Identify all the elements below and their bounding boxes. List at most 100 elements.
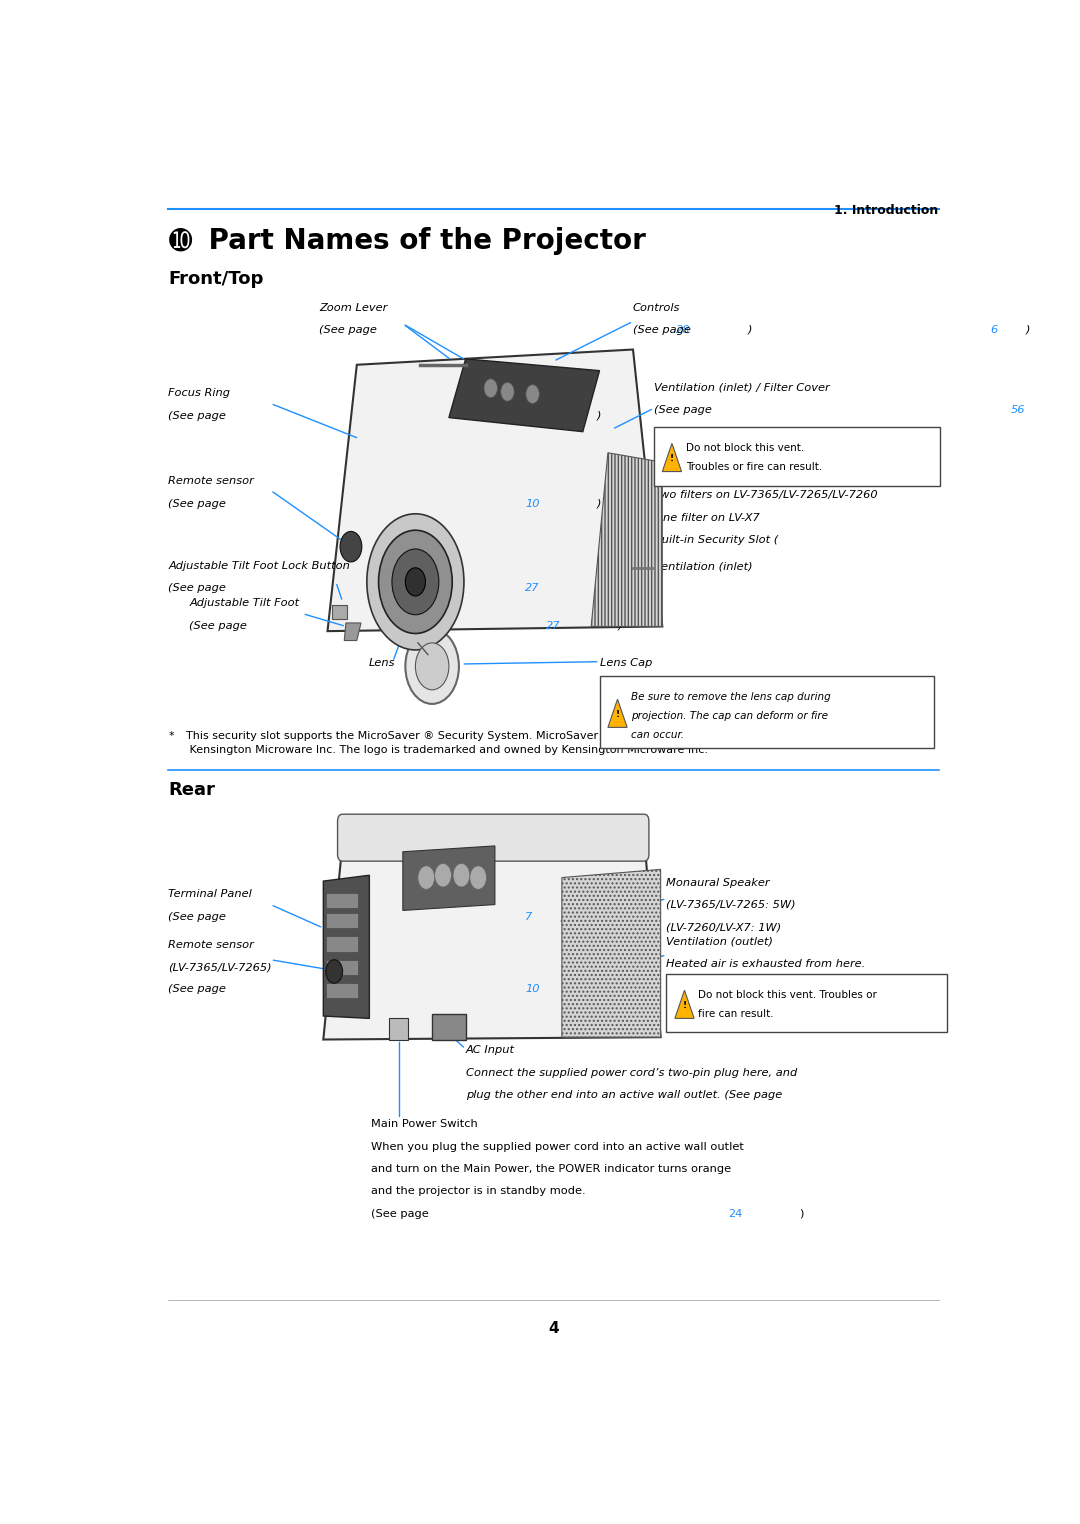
Text: Ventilation (inlet): Ventilation (inlet) bbox=[653, 562, 753, 572]
Polygon shape bbox=[562, 869, 661, 1038]
Text: ): ) bbox=[597, 985, 602, 994]
Circle shape bbox=[484, 379, 498, 398]
Text: can occur.: can occur. bbox=[632, 730, 685, 739]
Text: Zoom Lever: Zoom Lever bbox=[320, 303, 388, 312]
Circle shape bbox=[326, 960, 342, 983]
Text: Ventilation (inlet) / Filter Cover: Ventilation (inlet) / Filter Cover bbox=[653, 383, 829, 392]
Circle shape bbox=[416, 643, 449, 690]
Polygon shape bbox=[608, 700, 627, 727]
Text: Do not block this vent.: Do not block this vent. bbox=[686, 443, 804, 454]
Text: Heated air is exhausted from here.: Heated air is exhausted from here. bbox=[666, 959, 866, 969]
Text: 6: 6 bbox=[990, 325, 997, 335]
Polygon shape bbox=[323, 834, 661, 1039]
Text: 27: 27 bbox=[546, 620, 561, 631]
Text: 4: 4 bbox=[549, 1321, 558, 1337]
Text: Lens: Lens bbox=[368, 658, 395, 668]
Text: (See page: (See page bbox=[372, 1209, 432, 1219]
Text: Remote sensor: Remote sensor bbox=[168, 940, 254, 949]
Text: Terminal Panel: Terminal Panel bbox=[168, 890, 253, 899]
Text: Lens Cap: Lens Cap bbox=[599, 658, 652, 668]
Text: 27: 27 bbox=[525, 584, 540, 593]
Text: Rear: Rear bbox=[168, 782, 215, 800]
Text: ): ) bbox=[1026, 325, 1030, 335]
Bar bbox=[326, 983, 357, 998]
Circle shape bbox=[405, 629, 459, 704]
Bar bbox=[326, 893, 357, 908]
Polygon shape bbox=[327, 349, 662, 631]
Text: This security slot supports the MicroSaver ® Security System. MicroSaver ® is a : This security slot supports the MicroSav… bbox=[178, 732, 772, 754]
Text: 28: 28 bbox=[676, 325, 690, 335]
Text: !: ! bbox=[616, 710, 620, 719]
Circle shape bbox=[470, 866, 486, 890]
Text: Part Names of the Projector: Part Names of the Projector bbox=[200, 227, 646, 256]
Text: (See page: (See page bbox=[653, 405, 715, 415]
Circle shape bbox=[501, 383, 514, 401]
Text: ): ) bbox=[597, 584, 602, 593]
Circle shape bbox=[367, 514, 464, 649]
Text: ): ) bbox=[799, 1209, 804, 1219]
FancyBboxPatch shape bbox=[666, 974, 947, 1032]
Polygon shape bbox=[449, 360, 599, 431]
Polygon shape bbox=[675, 991, 694, 1018]
Text: When you plug the supplied power cord into an active wall outlet: When you plug the supplied power cord in… bbox=[372, 1141, 744, 1152]
Circle shape bbox=[340, 532, 362, 562]
Text: !: ! bbox=[683, 1001, 687, 1010]
Text: projection. The cap can deform or fire: projection. The cap can deform or fire bbox=[632, 710, 828, 721]
Text: and the projector is in standby mode.: and the projector is in standby mode. bbox=[372, 1186, 585, 1196]
Circle shape bbox=[379, 530, 453, 634]
Text: Be sure to remove the lens cap during: Be sure to remove the lens cap during bbox=[632, 692, 832, 703]
Bar bbox=[326, 960, 357, 975]
Text: 24: 24 bbox=[728, 1209, 742, 1219]
Bar bbox=[390, 1018, 408, 1039]
Text: Troubles or fire can result.: Troubles or fire can result. bbox=[686, 462, 822, 472]
Bar bbox=[326, 936, 357, 951]
Circle shape bbox=[405, 568, 426, 596]
Text: Monaural Speaker: Monaural Speaker bbox=[666, 878, 770, 887]
Text: Remote sensor: Remote sensor bbox=[168, 475, 254, 486]
Text: ): ) bbox=[562, 911, 566, 922]
Text: ): ) bbox=[597, 498, 602, 509]
Text: and turn on the Main Power, the POWER indicator turns orange: and turn on the Main Power, the POWER in… bbox=[372, 1164, 731, 1173]
Text: ): ) bbox=[618, 620, 622, 631]
Text: (See page: (See page bbox=[168, 498, 230, 509]
Polygon shape bbox=[403, 846, 495, 910]
Text: Focus Ring: Focus Ring bbox=[168, 389, 230, 398]
Polygon shape bbox=[323, 875, 369, 1018]
Text: Main Power Switch: Main Power Switch bbox=[372, 1119, 477, 1129]
Text: 10: 10 bbox=[525, 985, 540, 994]
Text: (LV-7365/LV-7265: 5W): (LV-7365/LV-7265: 5W) bbox=[666, 899, 796, 910]
Circle shape bbox=[434, 864, 451, 887]
Text: (See page: (See page bbox=[168, 410, 230, 421]
Polygon shape bbox=[662, 443, 681, 471]
Text: Adjustable Tilt Foot Lock Button: Adjustable Tilt Foot Lock Button bbox=[168, 561, 350, 572]
Text: Adjustable Tilt Foot: Adjustable Tilt Foot bbox=[189, 599, 299, 608]
Bar bbox=[326, 913, 357, 928]
Text: (See page: (See page bbox=[320, 325, 380, 335]
Text: 7: 7 bbox=[525, 911, 532, 922]
Text: (See page: (See page bbox=[168, 584, 230, 593]
Text: (See page: (See page bbox=[189, 620, 251, 631]
Text: Controls: Controls bbox=[633, 303, 680, 312]
Text: (See page: (See page bbox=[168, 911, 230, 922]
Text: 56: 56 bbox=[1011, 405, 1025, 415]
Text: (See page: (See page bbox=[168, 985, 230, 994]
Text: ): ) bbox=[597, 410, 602, 421]
Text: *: * bbox=[168, 732, 174, 741]
Text: ➓: ➓ bbox=[168, 227, 192, 256]
Text: !: ! bbox=[670, 454, 674, 463]
FancyBboxPatch shape bbox=[653, 427, 941, 486]
Bar bbox=[432, 1013, 465, 1039]
Bar bbox=[332, 605, 347, 619]
Circle shape bbox=[526, 384, 539, 404]
Text: Built-in Security Slot (: Built-in Security Slot ( bbox=[653, 535, 779, 546]
Text: Ventilation (outlet): Ventilation (outlet) bbox=[666, 936, 773, 946]
Text: 10: 10 bbox=[525, 498, 540, 509]
Text: fire can result.: fire can result. bbox=[699, 1009, 774, 1020]
Text: 28: 28 bbox=[525, 410, 540, 421]
Text: Connect the supplied power cord’s two-pin plug here, and: Connect the supplied power cord’s two-pi… bbox=[465, 1068, 797, 1077]
FancyBboxPatch shape bbox=[599, 675, 934, 748]
Text: One filter on LV-X7: One filter on LV-X7 bbox=[653, 512, 759, 523]
FancyBboxPatch shape bbox=[338, 814, 649, 861]
Circle shape bbox=[454, 864, 470, 887]
Text: (LV-7365/LV-7265): (LV-7365/LV-7265) bbox=[168, 962, 272, 972]
